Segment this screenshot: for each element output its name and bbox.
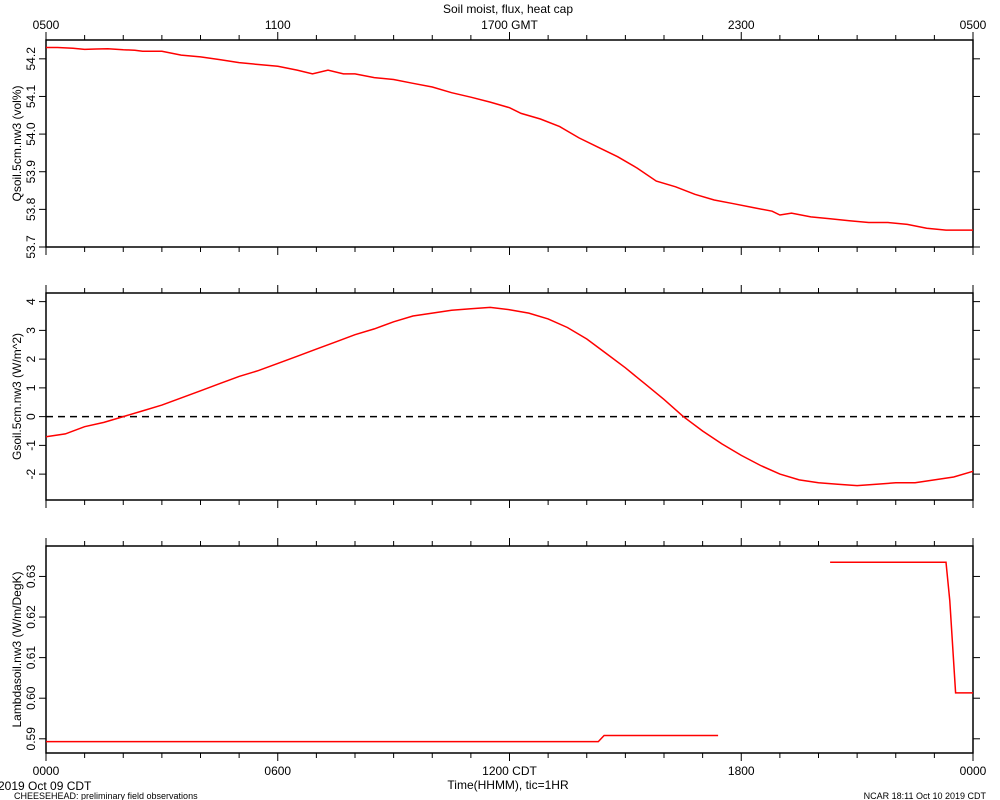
y-tick-label: 53.7 [24,235,38,259]
y-tick-label: 1 [24,384,38,391]
footer-stamp: NCAR 18:11 Oct 10 2019 CDT [864,791,987,800]
top-tick-label: 0500 [33,18,60,32]
y-tick-label: 0.62 [24,605,38,629]
plot-frame [45,39,974,248]
y-tick-label: 54.0 [24,122,38,146]
y-tick-label: 3 [24,327,38,334]
bottom-tick-label: 0000 [33,764,60,778]
y-tick-label: 0.60 [24,686,38,710]
x-axis-label: Time(HHMM), tic=1HR [447,778,569,792]
footer-date: 2019 Oct 09 CDT [0,779,92,793]
y-tick-label: 53.8 [24,197,38,221]
series-line [46,46,973,231]
bottom-tick-label: 1800 [728,764,755,778]
top-tick-label: 0500 [960,18,987,32]
y-axis-label: Gsoil.5cm.nw3 (W/m^2) [10,333,24,460]
panel-2: -2 -1 0 1 2 3 4 Gsoil.5cm.nw3 (W/m^2) [10,285,980,508]
y-tick-label: 54.1 [24,84,38,108]
plot-frame [45,545,974,754]
y-tick-label: -2 [24,468,38,479]
chart-title: Soil moist, flux, heat cap [443,2,573,16]
y-tick-label: 0 [24,413,38,420]
top-tick-label: 2300 [728,18,755,32]
top-tick-label: 1700 GMT [481,18,538,32]
y-tick-label: 0.63 [24,564,38,588]
y-tick-label: 4 [24,298,38,305]
y-tick-label: 0.59 [24,727,38,751]
y-axis-label: Qsoil.5cm.nw3 (vol%) [10,85,24,201]
bottom-tick-label: 0000 [960,764,987,778]
y-axis-label: Lambdasoil.nw3 (W/m/DegK) [10,571,24,727]
bottom-tick-label: 0600 [264,764,291,778]
y-tick-label: 0.61 [24,646,38,670]
top-axis-tick-labels: 0500 1100 1700 GMT 2300 0500 [33,18,987,32]
y-tick-label: 54.2 [24,47,38,71]
bottom-axis-tick-labels: 0000 0600 1200 CDT 1800 0000 [33,764,987,778]
y-tick-label: -1 [24,440,38,451]
series-line [45,306,974,487]
y-tick-label: 53.9 [24,160,38,184]
footer-project: CHEESEHEAD: preliminary field observatio… [14,791,198,800]
top-tick-label: 1100 [265,18,291,32]
bottom-tick-label: 1200 CDT [482,764,537,778]
series-line [46,561,973,743]
y-tick-label: 2 [24,355,38,362]
